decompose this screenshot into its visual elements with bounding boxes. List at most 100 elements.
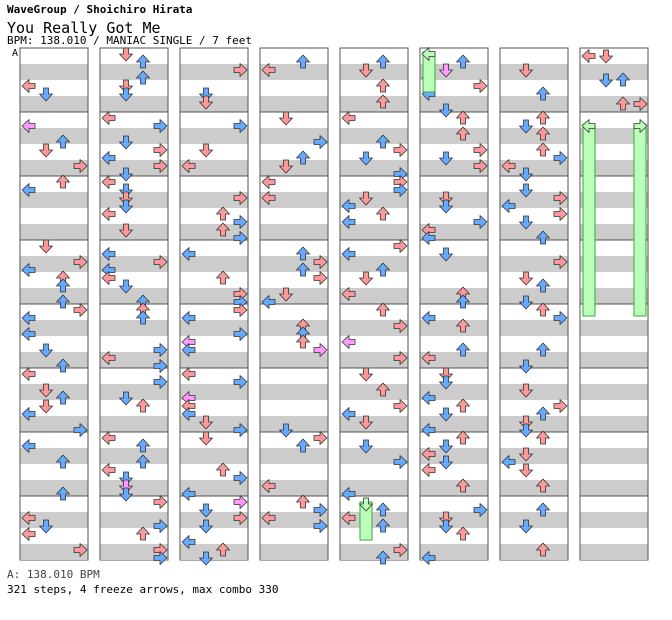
step-arrow-down [199, 143, 213, 158]
step-arrow-left [421, 311, 436, 325]
step-arrow-left [261, 63, 276, 77]
step-arrow-left [181, 487, 196, 501]
step-arrow-down [519, 63, 533, 78]
step-arrow-left [21, 407, 36, 421]
beat-stripe [340, 224, 408, 240]
step-arrow-down [199, 519, 213, 534]
chart-column-4 [259, 47, 329, 561]
step-arrow-right [473, 159, 488, 173]
step-arrow-left [21, 183, 36, 197]
step-arrow-right [153, 119, 168, 133]
step-arrow-down [279, 159, 293, 174]
step-arrow-right [153, 255, 168, 269]
step-arrow-down [119, 487, 133, 502]
step-arrow-right [73, 543, 88, 557]
step-arrow-down [119, 167, 133, 182]
step-arrow-down [439, 407, 453, 422]
chart-column-3 [179, 47, 249, 561]
step-arrow-left [341, 511, 356, 525]
step-arrow-up [56, 174, 70, 189]
step-arrow-left [181, 367, 196, 381]
beat-stripe [420, 64, 488, 80]
step-arrow-right [313, 503, 328, 517]
step-arrow-left [421, 463, 436, 477]
step-arrow-left [181, 311, 196, 325]
chart-column-2 [99, 47, 169, 561]
step-arrow-left [181, 343, 196, 357]
beat-stripe [340, 512, 408, 528]
beat-stripe [20, 288, 88, 304]
step-arrow-down [119, 79, 133, 94]
beat-stripe [20, 64, 88, 80]
step-arrow-up [376, 206, 390, 221]
beat-stripe [180, 448, 248, 464]
step-arrow-left [501, 455, 516, 469]
beat-stripe [340, 480, 408, 496]
step-arrow-down [199, 431, 213, 446]
freeze-head-down [359, 497, 373, 512]
step-arrow-up [136, 454, 150, 469]
step-arrow-right [233, 511, 248, 525]
step-arrow-left [261, 295, 276, 309]
beat-stripe [500, 224, 568, 240]
step-arrow-up [536, 478, 550, 493]
step-arrow-up [376, 518, 390, 533]
step-arrow-right [153, 143, 168, 157]
beat-stripe [260, 64, 328, 80]
step-arrow-up [56, 454, 70, 469]
step-arrow-up [216, 270, 230, 285]
step-arrow-left [181, 335, 196, 349]
step-arrow-down [359, 63, 373, 78]
beat-stripe [100, 320, 168, 336]
step-arrow-down [519, 463, 533, 478]
step-arrow-up [56, 134, 70, 149]
step-arrow-up [136, 526, 150, 541]
step-arrow-up [376, 94, 390, 109]
step-arrow-right [153, 519, 168, 533]
step-arrow-up [56, 278, 70, 293]
step-arrow-left [341, 407, 356, 421]
step-arrow-left [101, 151, 116, 165]
step-arrow-up [56, 486, 70, 501]
step-arrow-right [233, 327, 248, 341]
beat-stripe [20, 224, 88, 240]
chart-column-5 [339, 47, 409, 561]
step-arrow-left [101, 111, 116, 125]
song-artist: WaveGroup / Shoichiro Hirata [7, 3, 193, 16]
beat-stripe [20, 128, 88, 144]
beat-stripe [500, 96, 568, 112]
beat-stripe [20, 480, 88, 496]
step-arrow-right [233, 215, 248, 229]
beat-stripe [580, 416, 648, 432]
beat-stripe [180, 160, 248, 176]
beat-stripe [580, 288, 648, 304]
beat-stripe [580, 320, 648, 336]
step-arrow-up [296, 150, 310, 165]
step-arrow-down [359, 367, 373, 382]
step-arrow-left [21, 311, 36, 325]
step-arrow-down [119, 47, 133, 62]
step-arrow-up [456, 294, 470, 309]
beat-stripe [100, 352, 168, 368]
beat-stripe [20, 320, 88, 336]
step-arrow-right [153, 359, 168, 373]
step-arrow-down [439, 191, 453, 206]
beat-stripe [260, 512, 328, 528]
step-arrow-down [199, 95, 213, 110]
step-arrow-down [439, 519, 453, 534]
step-arrow-right [233, 63, 248, 77]
step-arrow-down [39, 519, 53, 534]
step-arrow-down [39, 399, 53, 414]
beat-stripe [500, 512, 568, 528]
step-arrow-down [119, 391, 133, 406]
beat-stripe [500, 480, 568, 496]
beat-stripe [260, 160, 328, 176]
step-arrow-left [501, 159, 516, 173]
step-arrow-right [553, 399, 568, 413]
step-arrow-up [376, 550, 390, 565]
beat-stripe [420, 128, 488, 144]
step-arrow-down [519, 167, 533, 182]
beat-stripe [580, 384, 648, 400]
step-arrow-down [39, 239, 53, 254]
